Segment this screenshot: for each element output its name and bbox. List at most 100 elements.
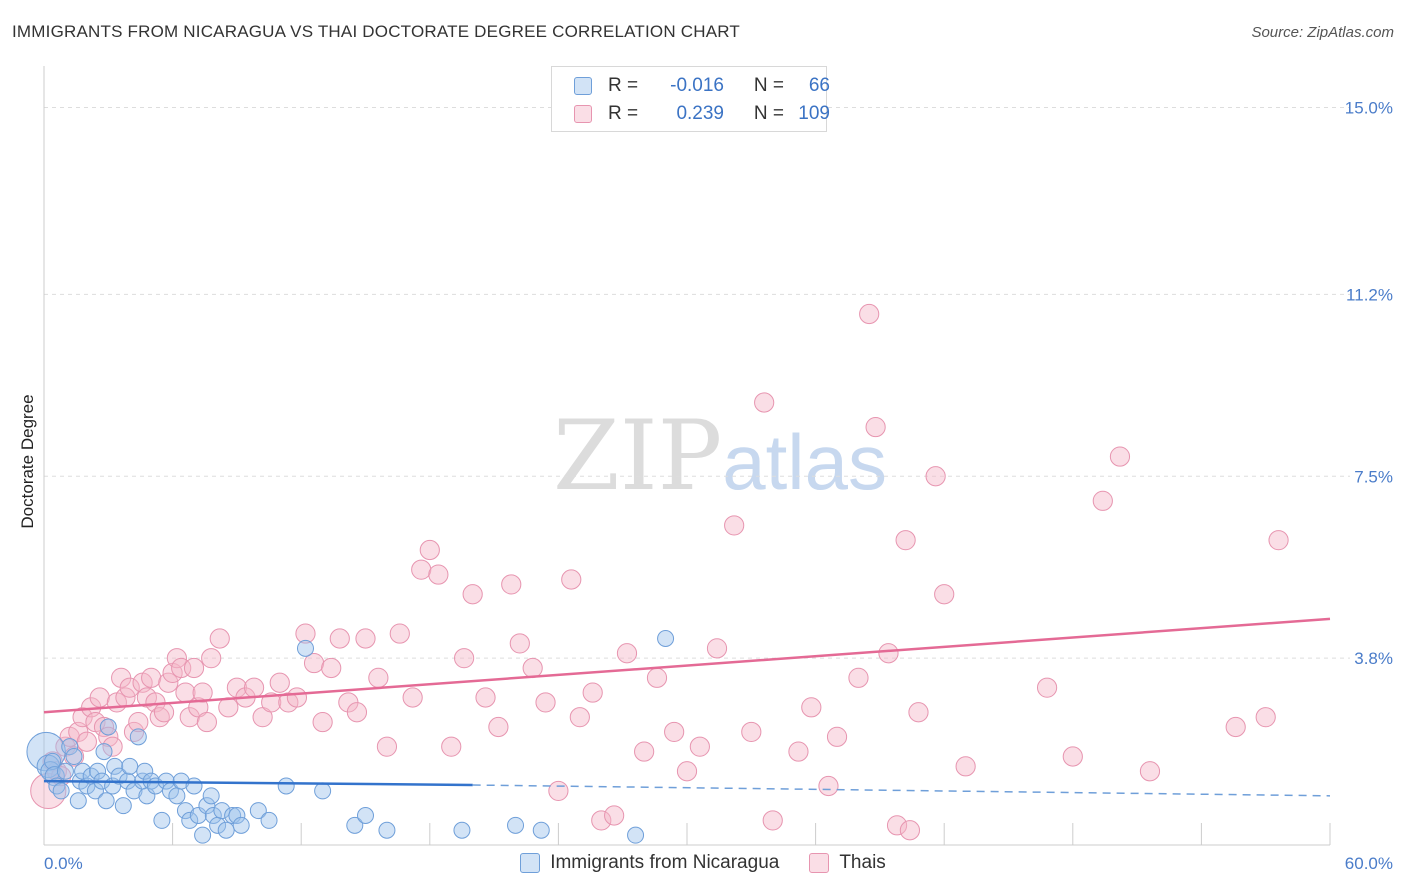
point-nicaragua: [89, 762, 107, 780]
point-thais: [826, 726, 848, 747]
point-thais: [865, 416, 886, 438]
point-thais: [724, 515, 745, 536]
source-label: Source: ZipAtlas.com: [1251, 24, 1394, 41]
point-thais: [1036, 677, 1058, 698]
point-thais: [706, 638, 728, 659]
point-nicaragua: [507, 816, 525, 834]
point-nicaragua: [346, 816, 364, 834]
point-nicaragua: [153, 811, 171, 829]
point-thais: [878, 643, 899, 664]
point-thais: [153, 702, 175, 723]
point-nicaragua: [657, 630, 675, 647]
point-thais: [209, 628, 230, 649]
watermark-zip: ZIP: [553, 400, 723, 512]
point-thais: [98, 726, 119, 747]
legend-swatch-blue: [520, 853, 541, 873]
point-nicaragua: [260, 811, 278, 829]
watermark-atlas: atlas: [722, 418, 887, 506]
point-thais: [899, 820, 921, 841]
point-thais: [908, 702, 929, 723]
legend-n-value: 66: [808, 75, 830, 96]
point-nicaragua: [44, 752, 62, 770]
point-thais: [411, 559, 432, 580]
point-thais: [192, 682, 213, 703]
point-thais: [286, 687, 308, 708]
point-thais: [175, 682, 196, 703]
point-thais: [329, 628, 350, 649]
point-thais: [569, 707, 590, 728]
point-nicaragua: [110, 767, 128, 785]
point-nicaragua: [627, 826, 645, 844]
point-nicaragua: [129, 728, 147, 746]
legend-item-nicaragua[interactable]: Immigrants from Nicaragua: [520, 852, 779, 874]
legend-r-label: R =: [608, 75, 639, 96]
point-thais: [269, 672, 290, 693]
point-thais: [346, 702, 368, 723]
legend-item-thais[interactable]: Thais: [809, 852, 886, 874]
point-thais: [646, 667, 668, 688]
point-thais: [243, 677, 265, 698]
y-tick-label: 11.2%: [1346, 285, 1393, 304]
point-thais: [488, 716, 509, 738]
point-thais: [158, 672, 179, 693]
legend-row-nicaragua: R = -0.016 N = 66: [574, 74, 830, 98]
point-thais: [196, 711, 217, 733]
point-thais: [818, 775, 839, 797]
point-nicaragua: [228, 807, 246, 824]
point-thais: [183, 657, 205, 679]
point-thais: [462, 584, 483, 605]
point-thais: [582, 682, 603, 703]
point-nicaragua: [106, 757, 124, 775]
point-thais: [128, 711, 149, 733]
point-nicaragua: [181, 811, 199, 829]
point-nicaragua: [168, 787, 186, 805]
point-thais: [1255, 707, 1276, 728]
legend-swatch-pink: [809, 853, 830, 873]
point-thais: [934, 584, 955, 605]
point-nicaragua: [97, 792, 115, 810]
point-thais: [355, 628, 376, 649]
series-legend: Immigrants from Nicaragua Thais: [0, 852, 1406, 874]
point-thais: [801, 697, 822, 718]
point-thais: [1092, 490, 1113, 511]
point-thais: [89, 687, 110, 708]
point-thais: [886, 815, 908, 836]
point-nicaragua: [61, 738, 79, 756]
y-axis-label: Doctorate Degree: [18, 394, 37, 528]
point-thais: [218, 697, 239, 718]
point-thais: [166, 648, 187, 669]
point-thais: [261, 692, 282, 713]
point-nicaragua: [95, 743, 113, 761]
point-nicaragua: [202, 787, 220, 805]
point-nicaragua: [114, 797, 132, 815]
point-thais: [93, 716, 115, 738]
point-thais: [616, 643, 638, 664]
point-nicaragua: [314, 782, 332, 800]
watermark: ZIPatlas: [553, 400, 887, 512]
point-nicaragua: [213, 802, 231, 820]
point-thais: [676, 761, 698, 782]
trend-line-thais: [43, 617, 1331, 714]
point-nicaragua: [176, 802, 194, 820]
point-thais: [1062, 746, 1083, 767]
point-thais: [141, 667, 162, 688]
point-nicaragua: [136, 762, 154, 780]
point-thais: [741, 721, 762, 743]
point-thais: [1225, 716, 1246, 738]
point-thais: [295, 623, 316, 644]
point-nicaragua: [277, 777, 295, 795]
y-tick-label: 7.5%: [1354, 467, 1393, 486]
point-thais: [123, 721, 145, 743]
point-thais: [509, 633, 530, 654]
legend-n-label: N =: [753, 75, 784, 96]
y-tick-label: 3.8%: [1354, 649, 1393, 668]
point-nicaragua: [296, 639, 314, 657]
point-thais: [895, 530, 916, 551]
point-thais: [1109, 446, 1131, 467]
point-nicaragua: [69, 792, 87, 810]
point-nicaragua: [65, 748, 83, 765]
point-thais: [535, 692, 556, 713]
point-nicaragua: [532, 821, 550, 839]
point-nicaragua: [204, 807, 222, 824]
point-thais: [475, 687, 496, 708]
